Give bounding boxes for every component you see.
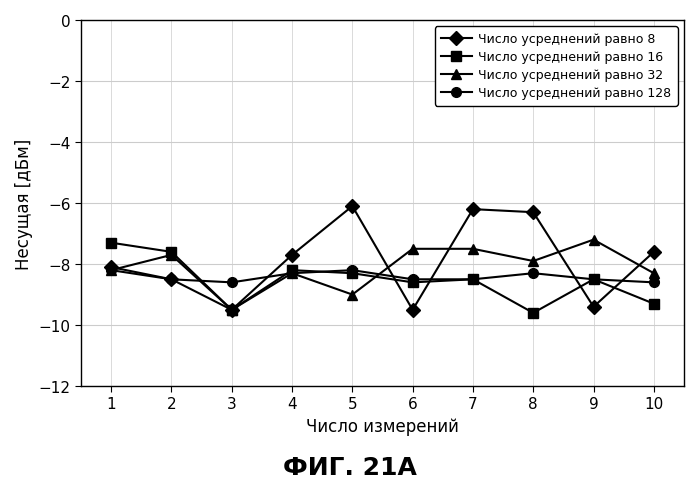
Число усреднений равно 32 [107, 268, 115, 273]
Line: Число усреднений равно 16: Число усреднений равно 16 [106, 238, 658, 318]
Число усреднений равно 32 [288, 271, 296, 276]
Line: Число усреднений равно 8: Число усреднений равно 8 [106, 202, 658, 315]
Число усреднений равно 128 [107, 268, 115, 273]
Число усреднений равно 128 [589, 277, 598, 283]
Число усреднений равно 8 [589, 304, 598, 310]
Число усреднений равно 8 [288, 253, 296, 258]
Число усреднений равно 32 [469, 246, 477, 252]
Y-axis label: Несущая [дБм]: Несущая [дБм] [15, 138, 33, 269]
Число усреднений равно 16 [649, 301, 658, 307]
Число усреднений равно 32 [167, 253, 175, 258]
Число усреднений равно 16 [348, 271, 356, 276]
Line: Число усреднений равно 128: Число усреднений равно 128 [106, 266, 658, 287]
Число усреднений равно 128 [228, 280, 236, 286]
Число усреднений равно 8 [167, 277, 175, 283]
Число усреднений равно 128 [529, 271, 538, 276]
Число усреднений равно 128 [408, 277, 417, 283]
Число усреднений равно 32 [408, 246, 417, 252]
Line: Число усреднений равно 32: Число усреднений равно 32 [106, 235, 658, 315]
Число усреднений равно 128 [167, 277, 175, 283]
Legend: Число усреднений равно 8, Число усреднений равно 16, Число усреднений равно 32, : Число усреднений равно 8, Число усреднен… [435, 27, 678, 106]
Число усреднений равно 16 [529, 310, 538, 316]
Число усреднений равно 16 [408, 280, 417, 286]
Число усреднений равно 16 [288, 268, 296, 273]
Число усреднений равно 8 [469, 207, 477, 212]
Число усреднений равно 32 [228, 307, 236, 313]
Число усреднений равно 32 [348, 292, 356, 298]
Число усреднений равно 8 [228, 307, 236, 313]
Число усреднений равно 32 [589, 237, 598, 243]
Число усреднений равно 16 [167, 249, 175, 255]
Число усреднений равно 8 [529, 210, 538, 216]
Число усреднений равно 128 [288, 271, 296, 276]
Число усреднений равно 16 [589, 277, 598, 283]
Число усреднений равно 32 [649, 271, 658, 276]
Число усреднений равно 16 [107, 240, 115, 246]
Число усреднений равно 8 [107, 265, 115, 271]
Число усреднений равно 8 [348, 204, 356, 210]
Число усреднений равно 128 [649, 280, 658, 286]
X-axis label: Число измерений: Число измерений [306, 417, 459, 435]
Число усреднений равно 32 [529, 258, 538, 264]
Число усреднений равно 128 [469, 277, 477, 283]
Число усреднений равно 128 [348, 268, 356, 273]
Число усреднений равно 16 [469, 277, 477, 283]
Число усреднений равно 8 [408, 307, 417, 313]
Число усреднений равно 16 [228, 307, 236, 313]
Text: ФИГ. 21А: ФИГ. 21А [282, 455, 417, 479]
Число усреднений равно 8 [649, 249, 658, 255]
